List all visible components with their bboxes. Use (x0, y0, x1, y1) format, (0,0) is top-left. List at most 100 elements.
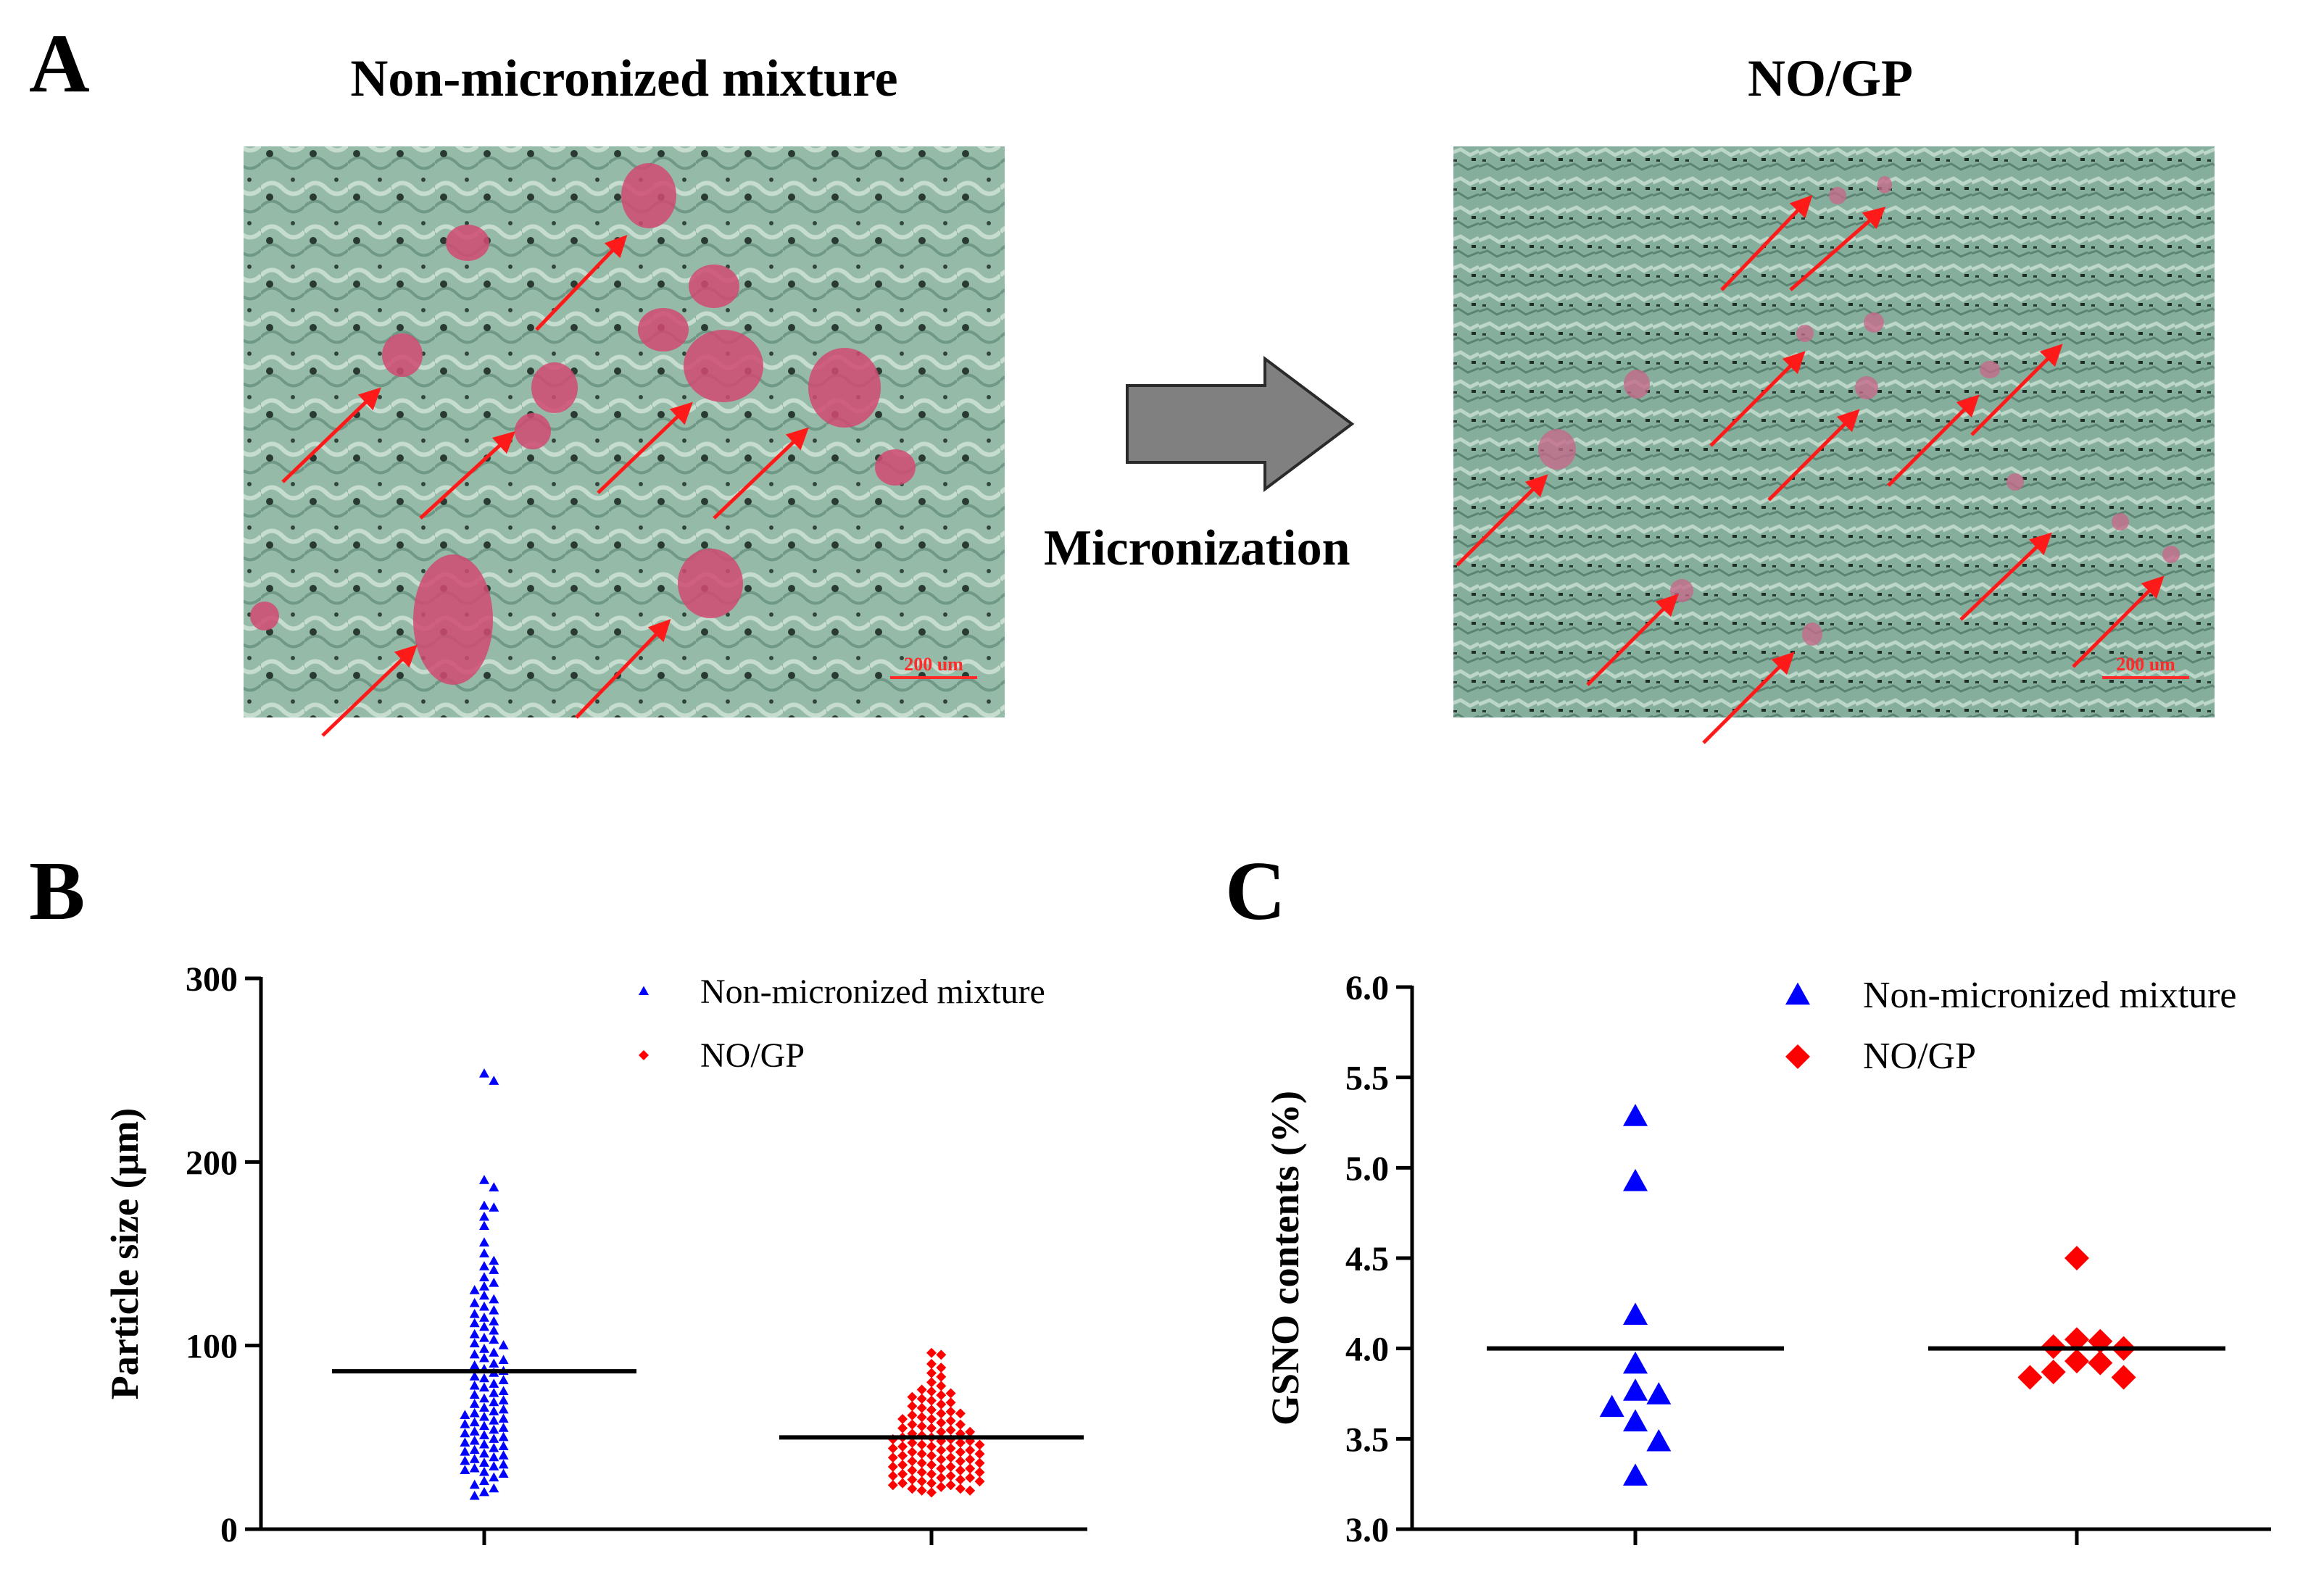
data-point (1646, 1428, 1672, 1452)
data-point (479, 1486, 489, 1497)
data-point (479, 1373, 489, 1383)
data-point (945, 1397, 956, 1408)
y-tick-label: 200 (186, 1144, 238, 1182)
data-point (897, 1414, 908, 1424)
data-point (469, 1490, 480, 1500)
data-point (469, 1297, 480, 1307)
data-point (936, 1408, 947, 1419)
data-point (945, 1415, 956, 1426)
legend-label: Non-micronized mixture (700, 973, 1045, 1011)
data-point (926, 1423, 937, 1434)
data-point (489, 1277, 499, 1287)
data-point (469, 1426, 480, 1436)
data-point (479, 1200, 489, 1210)
data-point (974, 1439, 985, 1450)
data-point (936, 1463, 947, 1474)
data-point (936, 1426, 947, 1437)
y-tick-label: 300 (186, 960, 238, 999)
data-point (907, 1437, 918, 1448)
data-point (498, 1395, 509, 1405)
chart-b: 0 100 200 300 Particle size (μm) Non-microniz… (103, 960, 1087, 1549)
data-point (479, 1211, 489, 1221)
data-point (897, 1441, 908, 1452)
data-point (469, 1328, 480, 1339)
data-point (469, 1462, 480, 1473)
data-point (936, 1454, 947, 1465)
data-point (926, 1450, 937, 1461)
data-point (936, 1362, 947, 1373)
legend-label: Non-micronized mixture (1863, 975, 2237, 1016)
data-point (955, 1474, 966, 1485)
data-point (955, 1465, 966, 1476)
chart-c: 3.0 3.5 4.0 4.5 5.0 5.5 6.0 GSNO contents (%) No… (1263, 969, 2271, 1549)
data-point (498, 1450, 509, 1460)
data-point (926, 1386, 937, 1397)
data-point (965, 1473, 976, 1484)
data-point (479, 1393, 489, 1403)
data-point (469, 1380, 480, 1390)
series-non-micronized (460, 1068, 509, 1500)
data-point (916, 1449, 927, 1460)
y-tick-label: 100 (186, 1328, 238, 1366)
y-tick-label: 5.0 (1345, 1149, 1389, 1188)
data-point (479, 1175, 489, 1184)
data-point (479, 1301, 489, 1311)
data-point (897, 1478, 908, 1489)
data-point (489, 1294, 499, 1304)
data-point (926, 1414, 937, 1424)
y-tick-label: 3.5 (1345, 1420, 1389, 1459)
data-point (498, 1423, 509, 1432)
data-point (887, 1452, 898, 1463)
data-point (936, 1445, 947, 1456)
data-point (489, 1387, 499, 1397)
data-point (926, 1487, 937, 1498)
y-tick-label: 4.0 (1345, 1331, 1389, 1369)
data-point (479, 1420, 489, 1431)
data-point (479, 1476, 489, 1486)
data-point (926, 1405, 937, 1415)
data-point (469, 1285, 480, 1294)
data-point (916, 1457, 927, 1468)
data-point (955, 1484, 966, 1494)
data-point (926, 1377, 937, 1388)
data-point (945, 1461, 956, 1472)
data-point (907, 1447, 918, 1457)
panel-a-figure: 200 um (244, 146, 2215, 744)
data-point (479, 1261, 489, 1270)
data-point (479, 1344, 489, 1353)
data-point (489, 1452, 499, 1462)
data-point (907, 1456, 918, 1467)
legend-label: NO/GP (1863, 1036, 1976, 1077)
data-point (469, 1435, 480, 1445)
data-point (2064, 1349, 2089, 1374)
data-point (897, 1450, 908, 1461)
data-point (489, 1461, 499, 1470)
data-point (460, 1455, 470, 1465)
data-point (489, 1182, 499, 1191)
data-point (936, 1418, 947, 1428)
data-point (916, 1439, 927, 1450)
data-point (965, 1426, 976, 1437)
legend-marker (639, 986, 649, 996)
data-point (489, 1202, 499, 1212)
data-point (469, 1389, 480, 1399)
data-point (489, 1415, 499, 1425)
data-point (916, 1467, 927, 1478)
data-point (955, 1408, 966, 1419)
data-point (489, 1483, 499, 1493)
data-point (955, 1447, 966, 1457)
data-point (926, 1395, 937, 1406)
data-point (926, 1368, 937, 1378)
data-point (945, 1470, 956, 1481)
data-point (479, 1439, 489, 1449)
data-point (974, 1467, 985, 1478)
series-non-micronized (1599, 1104, 1672, 1486)
data-point (479, 1352, 489, 1362)
data-point (2041, 1360, 2066, 1385)
panel-letter-b: B (29, 845, 86, 938)
data-point (936, 1371, 947, 1382)
data-point (2064, 1327, 2089, 1352)
data-point (926, 1347, 937, 1358)
data-point (489, 1434, 499, 1443)
data-point (945, 1425, 956, 1436)
